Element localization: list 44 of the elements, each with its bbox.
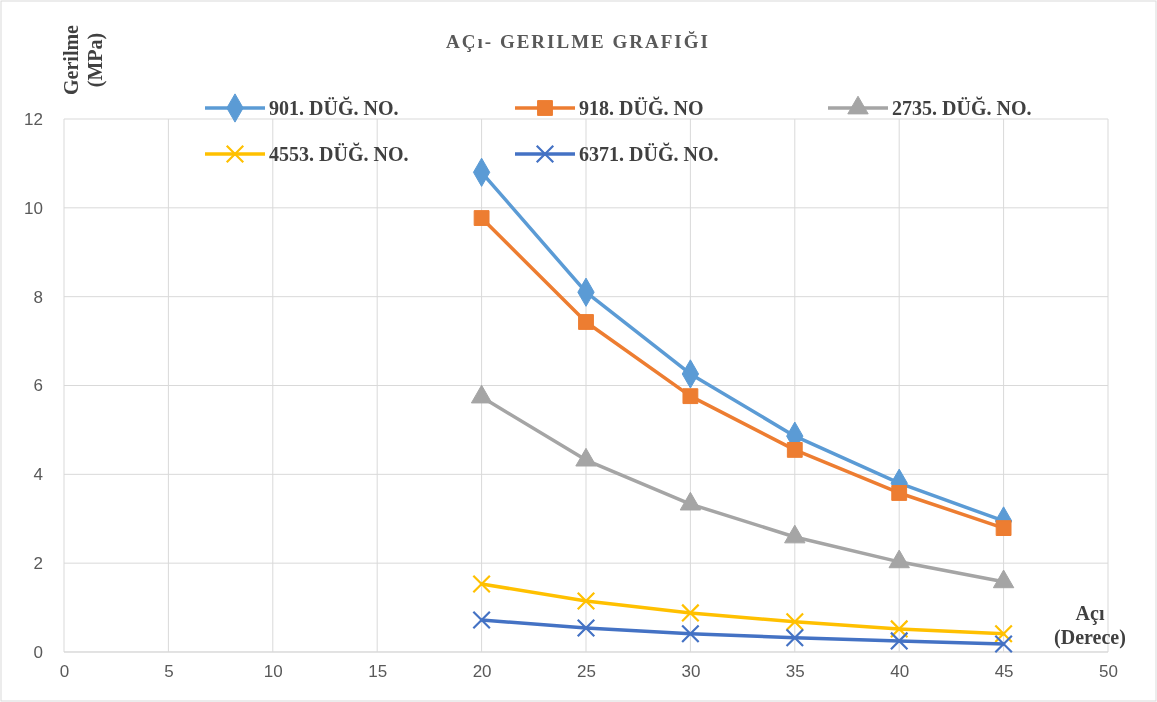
legend-label: 918. DÜĞ. NO (579, 96, 704, 119)
point (576, 591, 596, 611)
y-tick-label: 6 (33, 376, 43, 396)
point (682, 388, 699, 405)
point (472, 574, 491, 594)
point (472, 610, 491, 630)
x-tick-label: 10 (263, 662, 283, 682)
y-tick-label: 4 (33, 465, 43, 485)
x-tick-label: 0 (59, 662, 70, 682)
point (995, 520, 1012, 536)
point (785, 628, 805, 648)
legend-label: 4553. DÜĞ. NO. (269, 142, 409, 165)
point (994, 624, 1013, 644)
point (889, 619, 909, 639)
y-tick-label: 0 (33, 642, 43, 662)
y-tick-label: 12 (24, 109, 43, 129)
y-axis-title: Gerilme (MPa) (60, 24, 107, 95)
x-tick-label: 45 (994, 662, 1014, 682)
point (785, 612, 805, 632)
x-tick-label: 15 (368, 662, 388, 682)
x-tick-label: 35 (785, 662, 805, 682)
x-tick-label: 30 (681, 662, 701, 682)
y-tick-label: 8 (33, 287, 43, 307)
legend-label: 6371. DÜĞ. NO. (579, 142, 719, 165)
point (891, 485, 908, 501)
point (681, 624, 700, 644)
x-axis-title: Açı (Derece) (1054, 602, 1126, 649)
x-tick-label: 25 (577, 662, 596, 682)
point (889, 631, 909, 651)
legend-label: 901. DÜĞ. NO. (269, 96, 399, 119)
point (578, 314, 594, 330)
point (473, 210, 490, 226)
point (786, 441, 803, 458)
x-tick-label: 20 (472, 662, 492, 682)
x-tick-label: 5 (164, 662, 174, 682)
point (576, 618, 596, 638)
point (681, 603, 700, 623)
point (994, 634, 1013, 654)
y-tick-label: 10 (24, 198, 43, 218)
chart-title: AÇı- GERILME GRAFIĞI (446, 31, 710, 52)
x-tick-label: 40 (890, 662, 910, 682)
x-tick-label: 50 (1099, 662, 1118, 682)
y-tick-label: 2 (33, 554, 43, 574)
legend-label: 2735. DÜĞ. NO. (892, 96, 1032, 119)
